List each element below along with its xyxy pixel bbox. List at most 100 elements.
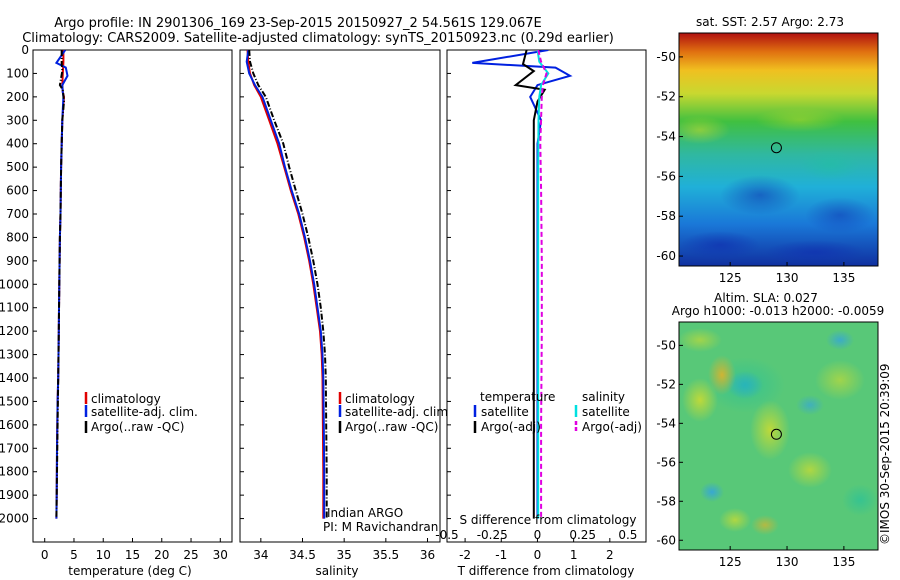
- y-tick-label: 300: [6, 113, 29, 127]
- sla-map-subtitle: Argo h1000: -0.013 h2000: -0.0059: [672, 304, 885, 318]
- difference-lines: [472, 50, 573, 519]
- y-tick-label: -60: [656, 249, 676, 263]
- y-tick-label: 1000: [0, 277, 29, 291]
- argo-position-marker: [770, 142, 782, 154]
- sst-map-blob: [679, 116, 730, 144]
- y-tick-label: 1700: [0, 441, 29, 455]
- sst-map-blob: [720, 175, 800, 215]
- top-x-tick-label: 0.5: [618, 528, 637, 542]
- y-tick-label: 600: [6, 184, 29, 198]
- sla-map-ticks: 125 130 135 -50 -52 -54 -56 -58 -60: [656, 338, 855, 569]
- top-x-tick-label: -0.5: [435, 528, 458, 542]
- legend-label-argo: Argo(..raw -QC): [345, 420, 438, 434]
- legend-label-argo: Argo(..raw -QC): [91, 420, 184, 434]
- y-tick-label: -58: [656, 494, 676, 508]
- y-tick-label: 500: [6, 160, 29, 174]
- y-tick-label: 1900: [0, 488, 29, 502]
- temperature-axes-frame: [32, 49, 233, 543]
- legend-label-satellite: satellite-adj. clim.: [345, 405, 452, 419]
- x-tick-label: 135: [832, 555, 855, 569]
- sla-map-blob: [788, 452, 832, 488]
- argo-position-marker: [770, 428, 782, 440]
- sst-map-frame: [678, 32, 879, 267]
- title-line-1: Argo profile: IN 2901306_169 23-Sep-2015…: [54, 16, 542, 31]
- sst-map-panel: sat. SST: 2.57 Argo: 2.73 125 130 135 -50 -5…: [656, 15, 879, 285]
- difference-panel: -2 -1 0 1 2 -0.5 -0.25 0 0.25 0.5 temperature sal…: [435, 49, 647, 578]
- x-tick-label: 25: [183, 548, 198, 562]
- sst-map-ticks: 125 130 135 -50 -52 -54 -56 -58 -60: [656, 50, 855, 285]
- y-tick-label: 1200: [0, 324, 29, 338]
- x-tick-label: 130: [776, 271, 799, 285]
- temperature-panel: 0 5 10 15 20 25 300100200300400500600700800900…: [0, 43, 233, 578]
- sla-map-blob: [700, 482, 724, 502]
- sla-map-blob: [719, 508, 751, 532]
- title-line-2: Climatology: CARS2009. Satellite-adjuste…: [22, 31, 614, 46]
- y-tick-label: 400: [6, 137, 29, 151]
- salinity-panel: 34 34.5 35 35.5 36 climatology satellite-adj…: [239, 49, 452, 578]
- x-tick-label: 34.5: [289, 548, 316, 562]
- top-x-tick-label: 0.25: [569, 528, 596, 542]
- y-tick-label: -52: [656, 90, 676, 104]
- legend-label-satellite: satellite-adj. clim.: [91, 405, 198, 419]
- legend-header-salinity: salinity: [582, 390, 625, 404]
- temperature-xlabel: temperature (deg C): [68, 564, 191, 578]
- temperature-ticks: 0 5 10 15 20 25 300100200300400500600700800900…: [0, 43, 228, 562]
- difference-axes-frame: [446, 49, 647, 543]
- y-tick-label: 1800: [0, 465, 29, 479]
- difference-top-xlabel: S difference from climatology: [460, 513, 637, 527]
- y-tick-label: -58: [656, 209, 676, 223]
- sst-map-blob: [800, 150, 860, 180]
- x-tick-label: 135: [832, 271, 855, 285]
- sla-map-blob: [751, 515, 779, 535]
- x-tick-label: 125: [719, 555, 742, 569]
- y-tick-label: -60: [656, 533, 676, 547]
- salinity-legend: climatology satellite-adj. clim. Argo(..…: [338, 392, 452, 434]
- legend-header-temperature: temperature: [480, 390, 555, 404]
- y-tick-label: 200: [6, 90, 29, 104]
- sst-map-blob: [805, 197, 875, 233]
- salinity-ticks: 34 34.5 35 35.5 36: [240, 49, 435, 562]
- y-tick-label: 2000: [0, 512, 29, 526]
- difference-legend: temperature salinity satellite Argo(-adj…: [473, 390, 642, 434]
- x-tick-label: 5: [70, 548, 78, 562]
- difference-xlabel: T difference from climatology: [457, 564, 635, 578]
- x-tick-label: -1: [495, 548, 507, 562]
- x-tick-label: 2: [606, 548, 614, 562]
- legend-label-climatology: climatology: [91, 392, 161, 406]
- y-tick-label: -54: [656, 130, 676, 144]
- sla-map-title: Altim. SLA: 0.027: [714, 291, 818, 305]
- sst-map-blob: [765, 240, 865, 264]
- x-tick-label: 35: [337, 548, 352, 562]
- y-tick-label: 1100: [0, 301, 29, 315]
- x-tick-label: 15: [125, 548, 140, 562]
- sla-map-blob: [815, 360, 865, 400]
- legend-label-s-argo: Argo(-adj): [582, 420, 642, 434]
- legend-label-t-satellite: satellite: [481, 405, 529, 419]
- salinity-lines: [245, 50, 328, 519]
- difference-ticks: -2 -1 0 1 2 -0.5 -0.25 0 0.25 0.5: [435, 49, 637, 562]
- series-line: [513, 50, 547, 519]
- temperature-lines: [54, 50, 69, 519]
- series-line: [537, 50, 548, 519]
- y-tick-label: -52: [656, 377, 676, 391]
- legend-label-climatology: climatology: [345, 392, 415, 406]
- sla-map-blob: [796, 395, 824, 415]
- series-line: [245, 50, 326, 519]
- salinity-xlabel: salinity: [315, 564, 358, 578]
- legend-label-s-satellite: satellite: [582, 405, 630, 419]
- sla-map-blob: [750, 400, 790, 460]
- legend-label-t-argo: Argo(-adj): [481, 420, 541, 434]
- sla-map-blob: [826, 330, 854, 350]
- y-tick-label: -56: [656, 169, 676, 183]
- sst-map-blob: [680, 231, 760, 259]
- y-tick-label: -50: [656, 338, 676, 352]
- y-tick-label: 1500: [0, 394, 29, 408]
- y-tick-label: -56: [656, 455, 676, 469]
- y-tick-label: 900: [6, 254, 29, 268]
- sla-map-blob: [708, 355, 736, 395]
- annotation-pi: PI: M Ravichandran: [323, 520, 438, 534]
- annotation-indian-argo: Indian ARGO: [327, 506, 403, 520]
- x-tick-label: 34: [253, 548, 268, 562]
- top-x-tick-label: 0: [534, 528, 542, 542]
- x-tick-label: 35.5: [372, 548, 399, 562]
